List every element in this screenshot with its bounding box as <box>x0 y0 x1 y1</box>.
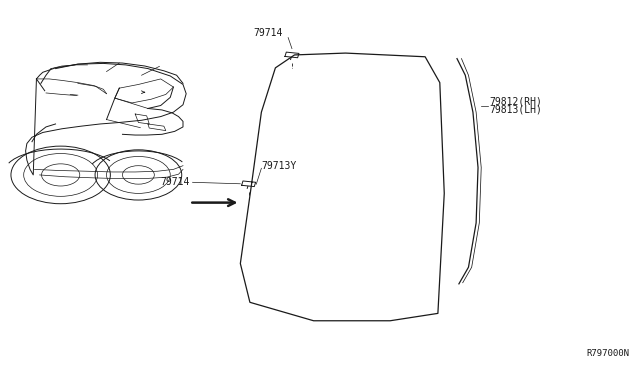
Text: 79714: 79714 <box>253 28 282 38</box>
Text: R797000N: R797000N <box>586 349 629 358</box>
Text: 79813(LH): 79813(LH) <box>489 104 541 114</box>
Text: 79713Y: 79713Y <box>261 161 296 171</box>
Text: 79714: 79714 <box>160 177 189 187</box>
Text: 79812(RH): 79812(RH) <box>489 97 541 107</box>
